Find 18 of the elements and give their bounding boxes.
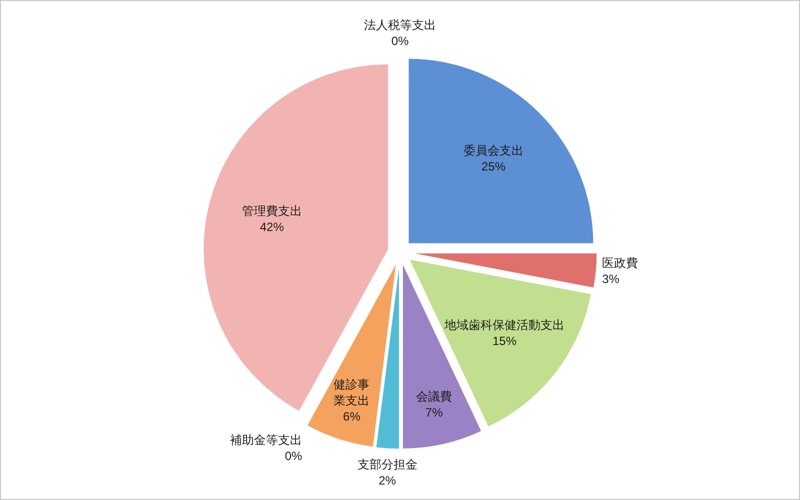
data-label: 42%	[260, 220, 284, 234]
slice-label: 医政費	[602, 256, 638, 270]
slice-label: 地域歯科保健活動支出	[444, 318, 564, 332]
slice-label: 会議費	[416, 390, 452, 404]
data-label: 7%	[425, 406, 444, 420]
slice-label: 委員会支出	[464, 143, 524, 158]
slice-label: 健診事業支出	[334, 378, 370, 408]
data-label: 15%	[492, 334, 517, 348]
category-label: 補助金等支出	[230, 432, 302, 447]
text: 0%	[391, 34, 409, 48]
data-label: 25%	[482, 159, 506, 174]
data-label: 3%	[602, 272, 620, 286]
data-label: 2%	[378, 474, 396, 488]
slice-label: 管理費支出	[242, 204, 302, 218]
category-label: 法人税等支出	[364, 18, 436, 32]
data-label: 6%	[343, 410, 361, 424]
text: 0%	[284, 448, 302, 463]
slice-label: 支部分担金	[357, 458, 418, 472]
